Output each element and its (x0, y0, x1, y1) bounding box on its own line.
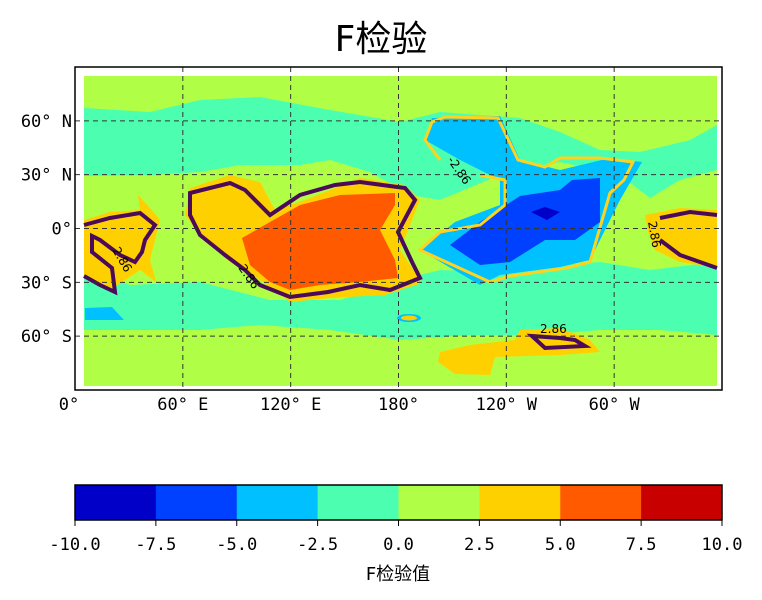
colorbar-tick-label: -2.5 (297, 535, 338, 555)
colorbar-tick-label: 0.0 (383, 535, 414, 555)
lat-tick-label: 30° N (21, 166, 72, 186)
field-level-neg2.5-0-south (84, 262, 717, 340)
colorbar-tick-label: 10.0 (702, 535, 743, 555)
lat-tick-label: 0° (52, 220, 72, 240)
colorbar-segment (479, 485, 561, 520)
contour-label: 2.86 (540, 322, 567, 336)
field-level-neg7.5-neg5 (450, 178, 600, 265)
lon-tick-label: 60° E (157, 395, 208, 415)
lat-tick-label: 60° S (21, 327, 72, 347)
colorbar-tick-label: 2.5 (464, 535, 495, 555)
colorbar-segment (236, 485, 319, 520)
field-level-2.5-5-atlantic (645, 208, 717, 268)
lon-tick-label: 120° W (476, 395, 538, 415)
contour-line-2.86-atlantic (658, 209, 718, 270)
colorbar-segment (641, 485, 723, 520)
field-level-5-7.5 (242, 193, 398, 290)
lon-tick-labels: 0° 60° E 120° E 180° 120° W 60° W (59, 395, 641, 415)
contour-line-2.86-southern (526, 333, 592, 351)
colorbar-label: F检验值 (366, 564, 430, 585)
colorbar-tick-label: -10.0 (49, 535, 100, 555)
colorbar-segment (155, 485, 238, 520)
map-frame (74, 66, 723, 391)
contour-label: 2.86 (645, 220, 663, 249)
field-level-neg5-neg2.5-south (85, 307, 124, 320)
field-level-neg2.5-0-north (84, 97, 717, 200)
lon-tick-label: 120° E (260, 395, 321, 415)
chart-title: F检验 (334, 19, 428, 60)
lat-tick-label: 30° S (21, 273, 72, 293)
map-field: 2.86 2.86 2.86 2.86 -2.86 (83, 76, 718, 386)
colorbar-tick-label: -7.5 (135, 535, 176, 555)
field-level-2.5-5-small (401, 315, 417, 321)
colorbar-tick-label: 5.0 (545, 535, 576, 555)
lon-tick-label: 60° W (589, 395, 641, 415)
colorbar-segment (75, 485, 157, 520)
contour-line-neg2.86 (417, 115, 636, 284)
lon-tick-label: 0° (59, 395, 79, 415)
contour-line-2.86-asia (188, 179, 423, 300)
colorbar-tick-label: -5.0 (216, 535, 257, 555)
colorbar-segment (317, 485, 399, 520)
colorbar-segment (560, 485, 642, 520)
field-level-neg10-neg7.5 (531, 207, 560, 220)
lat-tick-label: 60° N (21, 112, 72, 132)
colorbar: -10.0 -7.5 -5.0 -2.5 0.0 2.5 5.0 7.5 10.0 (49, 484, 743, 555)
contour-line-2.86-africa (83, 210, 158, 296)
lon-tick-label: 180° (378, 395, 419, 415)
colorbar-segment (398, 485, 480, 520)
colorbar-tick-label: 7.5 (626, 535, 657, 555)
lat-tick-labels: 60° N 30° N 0° 30° S 60° S (21, 112, 72, 347)
